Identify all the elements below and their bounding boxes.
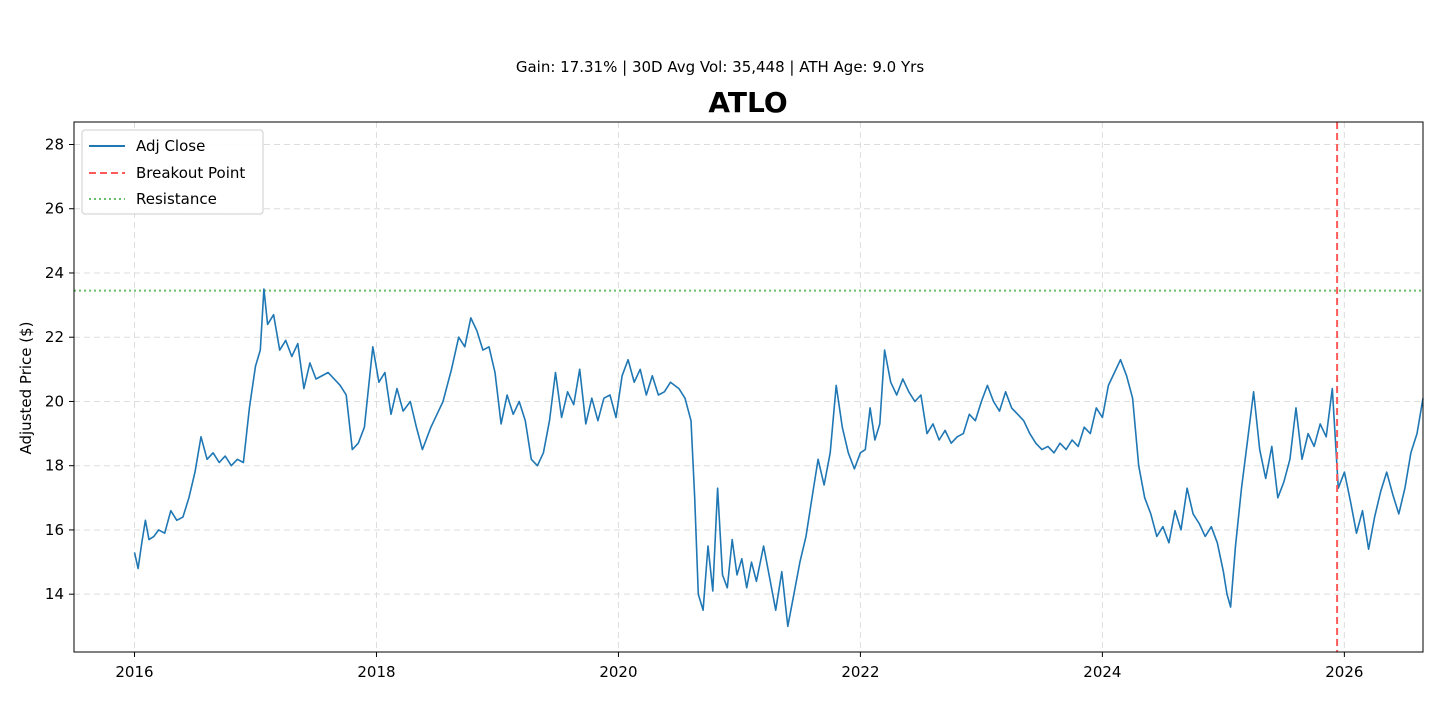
x-tick-label: 2024 xyxy=(1083,663,1121,681)
legend-label-breakout: Breakout Point xyxy=(136,164,245,182)
chart-title: ATLO xyxy=(708,86,787,119)
x-tick-label: 2018 xyxy=(357,663,395,681)
y-tick-label: 14 xyxy=(45,585,64,603)
legend: Adj Close Breakout Point Resistance xyxy=(81,129,264,215)
legend-label-adj-close: Adj Close xyxy=(136,137,205,155)
y-tick-label: 26 xyxy=(45,200,64,218)
chart-subtitle: Gain: 17.31% | 30D Avg Vol: 35,448 | ATH… xyxy=(516,58,924,76)
y-tick-label: 28 xyxy=(45,135,64,153)
x-tick-label: 2022 xyxy=(841,663,879,681)
legend-box xyxy=(81,129,264,215)
adj-close-line xyxy=(133,288,1424,628)
plot-frame xyxy=(73,121,1424,653)
y-tick-label: 16 xyxy=(45,521,64,539)
x-tick-label: 2026 xyxy=(1325,663,1363,681)
y-tick-label: 24 xyxy=(45,264,64,282)
y-tick-label: 18 xyxy=(45,457,64,475)
legend-label-resistance: Resistance xyxy=(136,190,217,208)
x-tick-label: 2016 xyxy=(115,663,153,681)
y-axis-label: Adjusted Price ($) xyxy=(17,321,35,454)
y-tick-label: 20 xyxy=(45,392,64,410)
grid-lines xyxy=(74,122,1423,652)
y-tick-label: 22 xyxy=(45,328,64,346)
x-tick-label: 2020 xyxy=(599,663,637,681)
series-lines xyxy=(133,122,1424,652)
